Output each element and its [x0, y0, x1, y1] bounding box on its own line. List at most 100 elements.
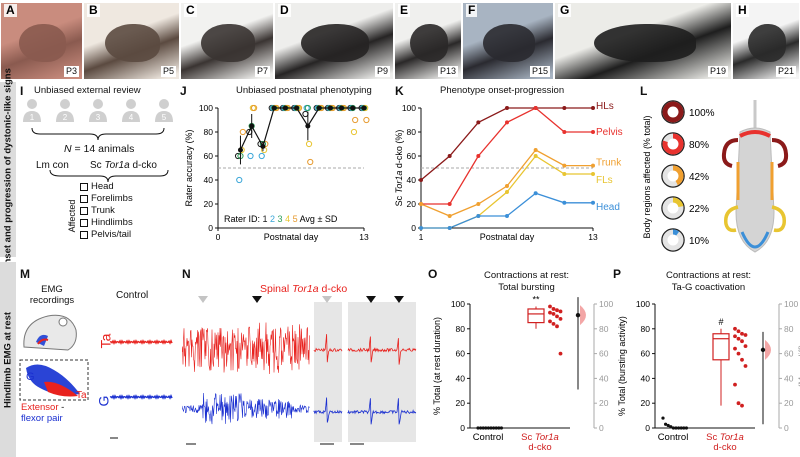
reviewer-head-icon [126, 99, 136, 109]
series-point [447, 226, 452, 230]
side-label-bottom: Hindlimb EMG at rest [0, 262, 16, 457]
control-label: Control [116, 290, 149, 301]
control-point [489, 426, 493, 430]
event-marker-black [252, 296, 262, 303]
ring-percent: 80% [689, 140, 709, 151]
panel-label-l: L [640, 84, 648, 98]
ring-percent: 22% [689, 204, 709, 215]
right-y-axis-label: (Mean diff) [797, 345, 800, 388]
ring-fill [662, 165, 684, 187]
series-point [562, 172, 567, 176]
legend-rater-id: 3 [278, 214, 286, 224]
affected-label: Affected [67, 199, 77, 233]
control-point [484, 426, 488, 430]
panel-label-m: M [20, 267, 30, 281]
mean-diff-distribution [580, 305, 586, 326]
tibialis-muscle [44, 381, 78, 397]
affected-checkbox-row: Pelvis/tail [80, 229, 133, 241]
avg-point [361, 105, 367, 111]
photo-panel-label: D [278, 3, 291, 17]
rater-point [304, 104, 311, 112]
event-marker-grey [198, 296, 208, 303]
affected-label-wrap: Affected [66, 185, 78, 247]
cko-point [555, 308, 559, 313]
category-cko-line2: d-cko [528, 442, 551, 453]
category-cko-pre: Sc [706, 432, 720, 443]
panel-label-i: I [20, 84, 24, 98]
y-tick-label: 0 [460, 423, 465, 433]
reviewer-number: 2 [63, 113, 68, 122]
panel-n-title: Spinal Tor1a d-cko [260, 283, 348, 295]
cko-point [548, 319, 552, 324]
cko-point [736, 401, 741, 406]
category-cko-gene: Tor1a [720, 432, 744, 443]
photo-a: A P3 [0, 2, 83, 80]
checkbox-icon [80, 207, 88, 215]
series-point [591, 172, 595, 176]
panel-j-chart: 0 20 40 60 80 100 0 13 Postnatal day Rater accura… [184, 103, 370, 242]
checkbox-icon [80, 195, 88, 203]
rater-point [352, 116, 359, 124]
mean-diff-distribution [765, 339, 771, 360]
event-marker-grey [322, 296, 332, 303]
y-tick-label: 60 [204, 151, 214, 161]
ring-outline [661, 100, 685, 124]
control-point [499, 426, 503, 430]
y-tick-label: 40 [204, 175, 214, 185]
control-point [682, 426, 686, 430]
y-tick-label: 100 [451, 299, 465, 309]
mouse-silhouette [18, 24, 66, 63]
emg-recordings-label: EMG recordings [29, 284, 75, 306]
photo-age-label: P19 [707, 66, 728, 77]
cko-box [527, 308, 545, 324]
cko-point [551, 312, 556, 316]
series-point [447, 214, 452, 218]
control-point [677, 426, 681, 430]
photo-c: C P7 [180, 2, 274, 80]
hindlimbs-marker [721, 138, 789, 168]
y-tick-label: 20 [456, 398, 466, 408]
control-point [666, 423, 670, 428]
cko-point [733, 334, 737, 339]
y-tick-label: 0 [645, 423, 650, 433]
panel-label-j: J [180, 84, 187, 98]
reviewer-number: 4 [129, 113, 134, 122]
x-tick-label: 13 [359, 232, 369, 242]
panel-p-title: Contractions at rest: Ta-G coactivation [666, 270, 752, 293]
series-point [591, 163, 595, 168]
right-y-tick-label: 60 [599, 349, 609, 359]
ring-fill [662, 229, 684, 251]
avg-point [249, 123, 255, 129]
group-control: Lm con [36, 160, 69, 171]
cko-point [736, 329, 741, 334]
right-y-tick-label: 20 [784, 398, 794, 408]
cko-ta-trace [182, 322, 310, 375]
cko-point [558, 316, 563, 321]
y-label-gene: Tor1a [394, 171, 404, 194]
x-axis-label: Postnatal day [480, 232, 535, 242]
right-y-tick-label: 100 [784, 299, 798, 309]
series-label: Head [596, 202, 620, 213]
series-point [447, 154, 452, 158]
x-tick-label: 1 [419, 232, 424, 242]
panel-label-p: P [613, 267, 622, 281]
category-cko-pre: Sc [521, 432, 535, 443]
ring-percent: 42% [689, 172, 709, 183]
checkbox-icon [80, 183, 88, 191]
y-tick-label: 40 [407, 175, 417, 185]
series-point [447, 202, 452, 206]
right-y-tick-label: 100 [599, 299, 613, 309]
y-tick-label: 40 [641, 373, 651, 383]
mouse-body-outline [23, 314, 77, 351]
series-point [505, 184, 509, 188]
photo-panel-label: E [398, 3, 411, 17]
avg-point [294, 105, 300, 111]
inset-g-label: G [26, 371, 35, 383]
reviewer-head-icon [93, 99, 103, 109]
rater-point [247, 152, 254, 160]
reviewer-body-icon [155, 111, 173, 122]
cko-point [740, 331, 744, 336]
reviewer-head-icon [60, 99, 70, 109]
y-axis-label: % Total (at rest duration) [432, 317, 442, 415]
ring-fill [662, 197, 684, 219]
